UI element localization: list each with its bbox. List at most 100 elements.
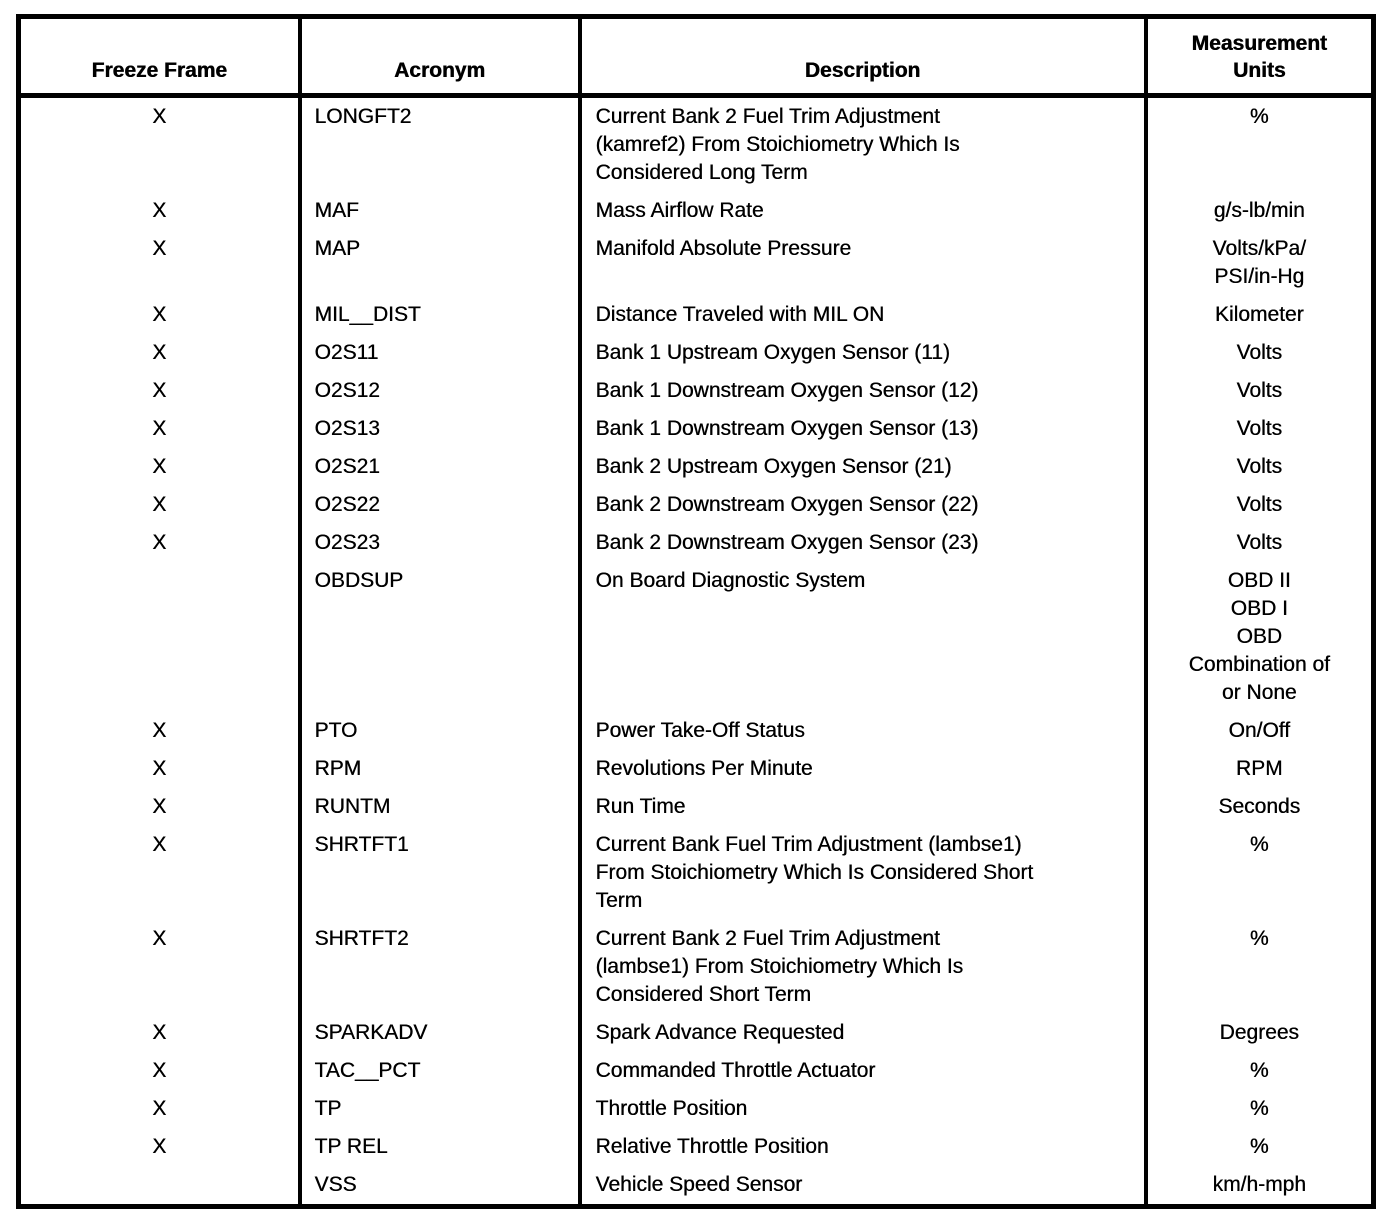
- acronym-cell: O2S23: [297, 524, 580, 562]
- description-cell: Bank 2 Downstream Oxygen Sensor (23): [577, 524, 1146, 562]
- units-cell: %: [1143, 1090, 1374, 1128]
- units-cell: Volts: [1143, 486, 1374, 524]
- description-cell: Bank 1 Downstream Oxygen Sensor (12): [577, 372, 1146, 410]
- units-cell: g/s-lb/min: [1143, 192, 1374, 230]
- units-cell: Kilometer: [1143, 296, 1374, 334]
- description-cell: Bank 2 Downstream Oxygen Sensor (22): [577, 486, 1146, 524]
- description-cell: Vehicle Speed Sensor: [577, 1166, 1146, 1207]
- table-row: X O2S12 Bank 1 Downstream Oxygen Sensor …: [19, 372, 1374, 410]
- table-row: X TP REL Relative Throttle Position %: [19, 1128, 1374, 1166]
- units-cell: %: [1143, 920, 1374, 1014]
- acronym-cell: O2S21: [297, 448, 580, 486]
- acronym-cell: VSS: [297, 1166, 580, 1207]
- column-header-acronym: Acronym: [297, 16, 580, 98]
- units-cell: Degrees: [1143, 1014, 1374, 1052]
- table-row: X LONGFT2 Current Bank 2 Fuel Trim Adjus…: [19, 95, 1374, 192]
- acronym-cell: OBDSUP: [297, 562, 580, 712]
- acronym-cell: TAC__PCT: [297, 1052, 580, 1090]
- table-row: X TP Throttle Position %: [19, 1090, 1374, 1128]
- header-row: Freeze Frame Acronym Description Measure…: [18, 16, 1374, 98]
- acronym-cell: O2S22: [297, 486, 580, 524]
- freeze-frame-cell: X: [152, 105, 167, 128]
- description-cell: Current Bank 2 Fuel Trim Adjustment (kam…: [577, 95, 1146, 192]
- freeze-frame-parameter-table: Freeze Frame Acronym Description Measure…: [16, 14, 1376, 1209]
- table-row: X MIL__DIST Distance Traveled with MIL O…: [19, 296, 1374, 334]
- acronym-cell: MAF: [297, 192, 580, 230]
- table-row: X SPARKADV Spark Advance Requested Degre…: [19, 1014, 1374, 1052]
- table-row: X SHRTFT1 Current Bank Fuel Trim Adjustm…: [19, 826, 1374, 920]
- freeze-frame-cell: X: [152, 927, 167, 950]
- freeze-frame-cell: X: [152, 379, 167, 402]
- table-row: X RPM Revolutions Per Minute RPM: [19, 750, 1374, 788]
- description-cell: Manifold Absolute Pressure: [577, 230, 1146, 296]
- freeze-frame-cell: X: [152, 341, 167, 364]
- freeze-frame-cell: X: [152, 719, 167, 742]
- table-row: X MAF Mass Airflow Rate g/s-lb/min: [19, 192, 1374, 230]
- acronym-cell: LONGFT2: [297, 95, 580, 192]
- description-cell: Bank 1 Downstream Oxygen Sensor (13): [577, 410, 1146, 448]
- freeze-frame-cell: X: [152, 1021, 167, 1044]
- description-cell: Commanded Throttle Actuator: [577, 1052, 1146, 1090]
- units-cell: Volts: [1143, 410, 1374, 448]
- acronym-cell: RUNTM: [297, 788, 580, 826]
- units-cell: km/h-mph: [1143, 1166, 1374, 1207]
- acronym-cell: SHRTFT2: [297, 920, 580, 1014]
- freeze-frame-cell: X: [152, 1059, 167, 1082]
- description-cell: Mass Airflow Rate: [577, 192, 1146, 230]
- acronym-cell: O2S12: [297, 372, 580, 410]
- table-row: X O2S21 Bank 2 Upstream Oxygen Sensor (2…: [19, 448, 1374, 486]
- table-row: X RUNTM Run Time Seconds: [19, 788, 1374, 826]
- description-cell: Current Bank Fuel Trim Adjustment (lambs…: [577, 826, 1146, 920]
- table-row: X O2S22 Bank 2 Downstream Oxygen Sensor …: [19, 486, 1374, 524]
- description-cell: On Board Diagnostic System: [577, 562, 1146, 712]
- acronym-cell: RPM: [297, 750, 580, 788]
- acronym-cell: SPARKADV: [297, 1014, 580, 1052]
- units-cell: Volts: [1143, 372, 1374, 410]
- table-row: VSS Vehicle Speed Sensor km/h-mph: [19, 1166, 1374, 1207]
- units-cell: Volts/kPa/ PSI/in-Hg: [1143, 230, 1374, 296]
- freeze-frame-cell: X: [152, 1097, 167, 1120]
- table-row: OBDSUP On Board Diagnostic System OBD II…: [19, 562, 1374, 712]
- freeze-frame-cell: X: [152, 237, 167, 260]
- freeze-frame-cell: X: [152, 531, 167, 554]
- acronym-cell: O2S11: [297, 334, 580, 372]
- units-cell: %: [1143, 826, 1374, 920]
- acronym-cell: MIL__DIST: [297, 296, 580, 334]
- units-cell: Seconds: [1143, 788, 1374, 826]
- units-cell: Volts: [1143, 334, 1374, 372]
- table-row: X SHRTFT2 Current Bank 2 Fuel Trim Adjus…: [19, 920, 1374, 1014]
- column-header-freeze-frame: Freeze Frame: [18, 16, 300, 98]
- freeze-frame-cell: X: [152, 455, 167, 478]
- column-header-description: Description: [577, 16, 1146, 98]
- acronym-cell: MAP: [297, 230, 580, 296]
- freeze-frame-cell: X: [152, 417, 167, 440]
- description-cell: Spark Advance Requested: [577, 1014, 1146, 1052]
- units-cell: RPM: [1143, 750, 1374, 788]
- table-row: X O2S13 Bank 1 Downstream Oxygen Sensor …: [19, 410, 1374, 448]
- description-cell: Bank 1 Upstream Oxygen Sensor (11): [577, 334, 1146, 372]
- units-cell: On/Off: [1143, 712, 1374, 750]
- acronym-cell: O2S13: [297, 410, 580, 448]
- freeze-frame-cell: [19, 562, 300, 712]
- acronym-cell: SHRTFT1: [297, 826, 580, 920]
- table-row: X O2S23 Bank 2 Downstream Oxygen Sensor …: [19, 524, 1374, 562]
- acronym-cell: TP: [297, 1090, 580, 1128]
- description-cell: Current Bank 2 Fuel Trim Adjustment (lam…: [577, 920, 1146, 1014]
- units-cell: %: [1143, 1128, 1374, 1166]
- table-row: X O2S11 Bank 1 Upstream Oxygen Sensor (1…: [19, 334, 1374, 372]
- column-header-measurement-units: Measurement Units: [1143, 16, 1374, 98]
- units-cell: Volts: [1143, 524, 1374, 562]
- description-cell: Relative Throttle Position: [577, 1128, 1146, 1166]
- description-cell: Revolutions Per Minute: [577, 750, 1146, 788]
- freeze-frame-cell: X: [152, 199, 167, 222]
- freeze-frame-cell: X: [152, 795, 167, 818]
- table-body: X LONGFT2 Current Bank 2 Fuel Trim Adjus…: [19, 95, 1374, 1207]
- table-row: X MAP Manifold Absolute Pressure Volts/k…: [19, 230, 1374, 296]
- table-row: X PTO Power Take-Off Status On/Off: [19, 712, 1374, 750]
- description-cell: Bank 2 Upstream Oxygen Sensor (21): [577, 448, 1146, 486]
- freeze-frame-cell: X: [152, 1135, 167, 1158]
- description-cell: Distance Traveled with MIL ON: [577, 296, 1146, 334]
- units-cell: %: [1143, 95, 1374, 192]
- units-cell: %: [1143, 1052, 1374, 1090]
